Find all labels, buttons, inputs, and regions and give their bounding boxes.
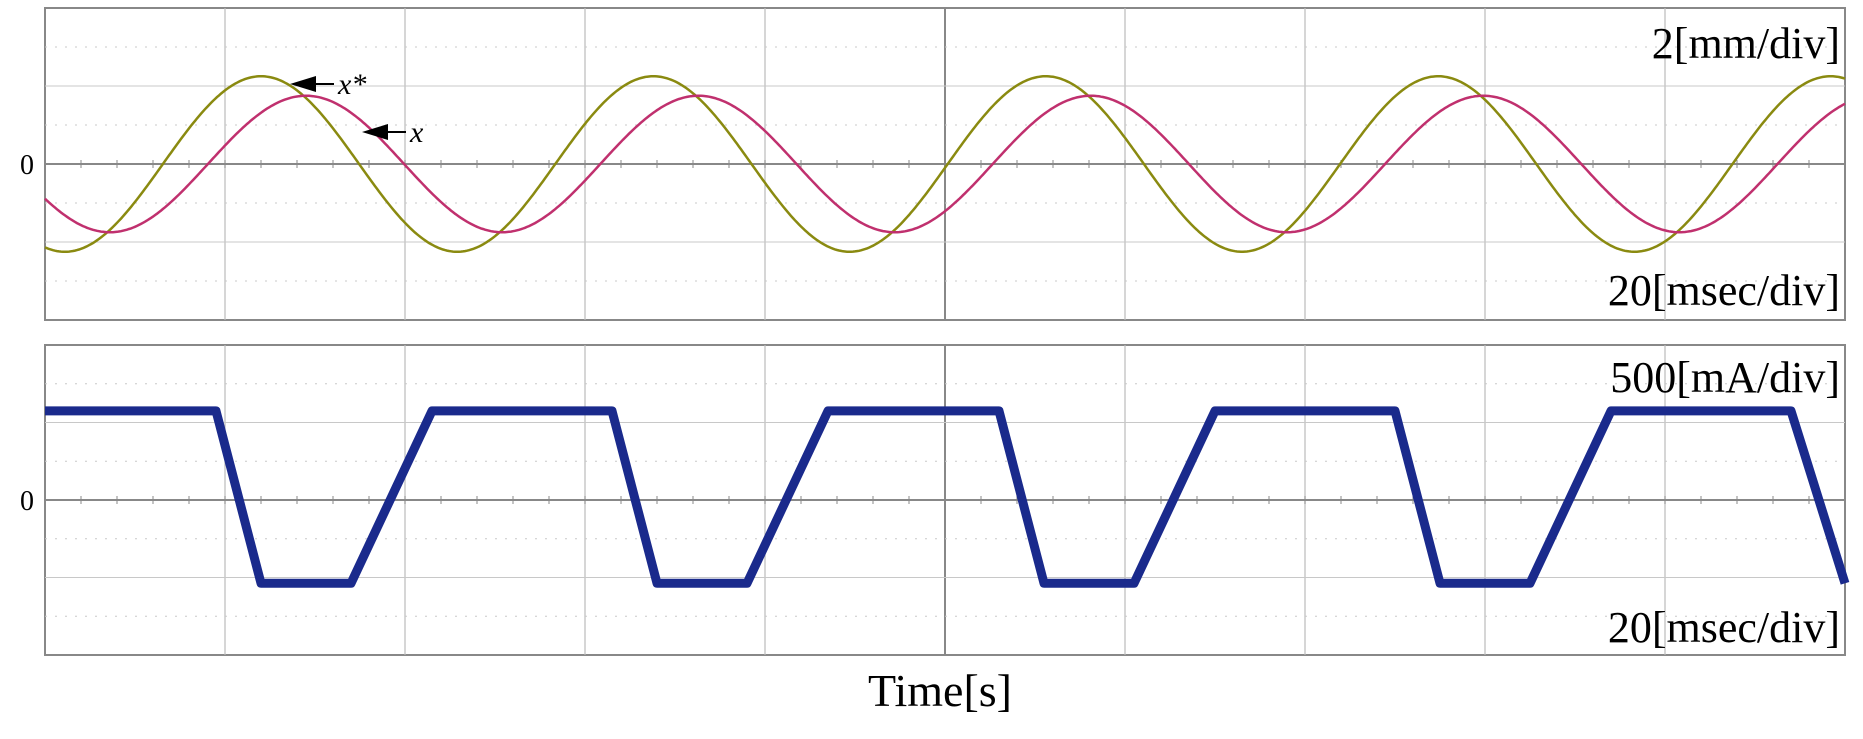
current-scale-label: 500[mA/div] <box>1610 353 1840 402</box>
current-time-scale-label: 20[msec/div] <box>1608 603 1840 652</box>
x-arrow <box>362 124 388 140</box>
series-line-xstar <box>44 75 1846 253</box>
position-scale-label: 2[mm/div] <box>1652 19 1840 68</box>
series-line-x <box>44 94 1846 234</box>
position-zero-label: 0 <box>20 150 34 181</box>
x-annotation: x <box>409 116 424 149</box>
position-grid <box>44 8 1846 320</box>
position-series <box>44 75 1846 253</box>
current-grid <box>44 345 1846 655</box>
position-panel: 2[mm/div] 20[msec/div] 0 x* x <box>20 7 1846 321</box>
xstar-annotation: x* <box>337 68 366 101</box>
position-time-scale-label: 20[msec/div] <box>1608 266 1840 315</box>
xstar-arrow <box>290 76 316 92</box>
current-panel: 500[mA/div] 20[msec/div] 0 <box>20 344 1850 656</box>
x-axis-label: Time[s] <box>868 665 1012 716</box>
current-series <box>45 406 1850 588</box>
series-line-current <box>45 406 1850 588</box>
current-zero-label: 0 <box>20 486 34 517</box>
